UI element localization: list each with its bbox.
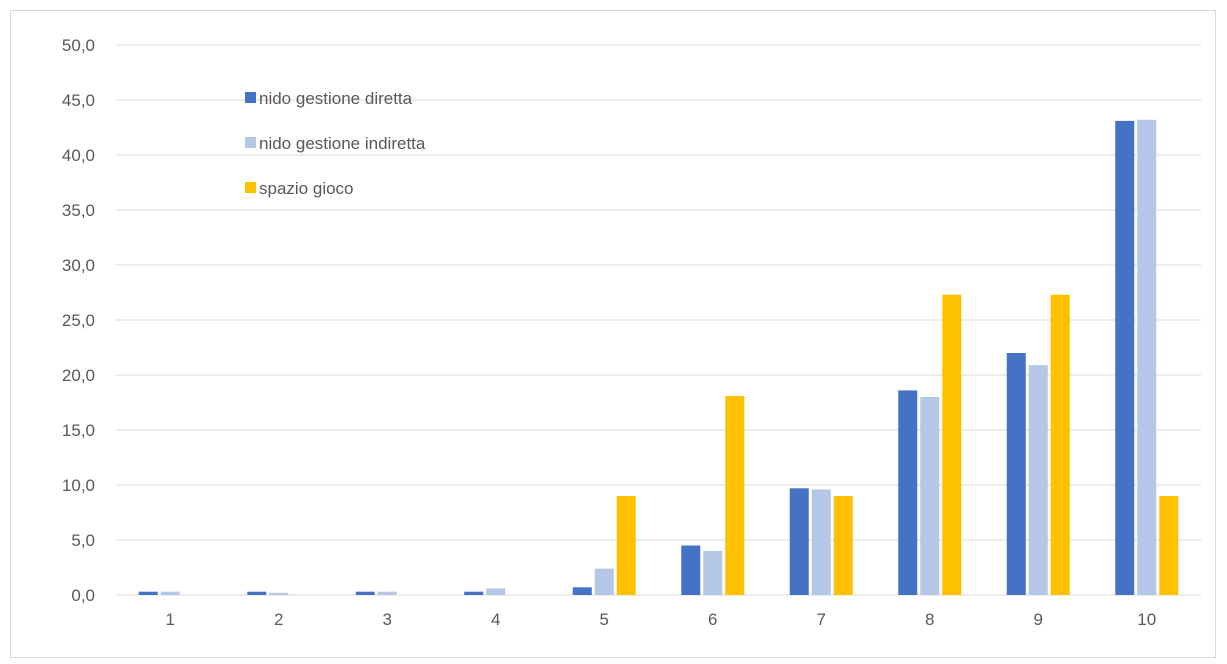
legend-swatch (245, 92, 256, 103)
bar-nido-gestione-diretta-2 (247, 591, 267, 595)
bar-spazio-gioco-7 (833, 496, 853, 595)
y-tick-label: 20,0 (62, 366, 95, 385)
legend-label: nido gestione indiretta (259, 134, 426, 153)
x-tick-label: 2 (274, 610, 283, 629)
bar-nido-gestione-indiretta-8 (920, 397, 940, 595)
x-tick-label: 7 (817, 610, 826, 629)
x-tick-label: 9 (1034, 610, 1043, 629)
chart-frame: 0,0 5,0 10,0 15,0 20,0 25,0 30,0 35,0 40,0 45,0 50… (10, 10, 1216, 658)
bar-spazio-gioco-5 (616, 496, 636, 595)
x-tick-label: 8 (925, 610, 934, 629)
bar-nido-gestione-indiretta-9 (1028, 365, 1048, 595)
y-tick-label: 35,0 (62, 201, 95, 220)
y-tick-label: 0,0 (71, 586, 95, 605)
bar-nido-gestione-indiretta-6 (703, 551, 723, 595)
bar-nido-gestione-diretta-9 (1006, 353, 1026, 595)
x-tick-label: 5 (600, 610, 609, 629)
y-tick-label: 10,0 (62, 476, 95, 495)
bar-nido-gestione-diretta-5 (572, 587, 592, 595)
x-axis-ticks: 1 2 3 4 5 6 7 8 9 10 (166, 610, 1157, 629)
x-tick-label: 6 (708, 610, 717, 629)
bar-spazio-gioco-6 (725, 395, 745, 595)
gridlines (116, 44, 1201, 596)
x-tick-label: 1 (166, 610, 175, 629)
legend-swatch (245, 182, 256, 193)
bar-nido-gestione-indiretta-1 (160, 591, 180, 595)
bar-nido-gestione-indiretta-4 (486, 588, 506, 595)
x-tick-label: 3 (383, 610, 392, 629)
bar-nido-gestione-indiretta-5 (594, 568, 614, 595)
y-axis-ticks: 0,0 5,0 10,0 15,0 20,0 25,0 30,0 35,0 40,0 45,0 50… (62, 36, 95, 605)
bar-nido-gestione-diretta-10 (1115, 120, 1135, 596)
y-tick-label: 50,0 (62, 36, 95, 55)
bar-nido-gestione-diretta-3 (355, 591, 375, 595)
bar-nido-gestione-indiretta-2 (269, 592, 289, 595)
bar-spazio-gioco-10 (1159, 496, 1179, 595)
bar-nido-gestione-diretta-1 (138, 591, 158, 595)
legend-label: nido gestione diretta (259, 89, 413, 108)
y-tick-label: 45,0 (62, 91, 95, 110)
bar-nido-gestione-diretta-6 (681, 545, 701, 595)
bar-nido-gestione-diretta-8 (898, 390, 918, 595)
bar-spazio-gioco-9 (1050, 294, 1070, 595)
y-tick-label: 5,0 (71, 531, 95, 550)
bar-nido-gestione-indiretta-3 (377, 591, 397, 595)
legend-label: spazio gioco (259, 179, 354, 198)
y-tick-label: 30,0 (62, 256, 95, 275)
x-tick-label: 10 (1137, 610, 1156, 629)
bar-spazio-gioco-8 (942, 294, 962, 595)
y-tick-label: 15,0 (62, 421, 95, 440)
x-tick-label: 4 (491, 610, 500, 629)
legend: nido gestione diretta nido gestione indir… (245, 89, 426, 198)
bar-nido-gestione-diretta-4 (464, 591, 484, 595)
bar-nido-gestione-diretta-7 (789, 488, 809, 595)
bar-nido-gestione-indiretta-10 (1137, 119, 1157, 596)
y-tick-label: 25,0 (62, 311, 95, 330)
bars (138, 119, 1179, 596)
bar-chart: 0,0 5,0 10,0 15,0 20,0 25,0 30,0 35,0 40,0 45,0 50… (62, 36, 1201, 629)
bar-nido-gestione-indiretta-7 (811, 489, 831, 595)
y-tick-label: 40,0 (62, 146, 95, 165)
legend-swatch (245, 137, 256, 148)
